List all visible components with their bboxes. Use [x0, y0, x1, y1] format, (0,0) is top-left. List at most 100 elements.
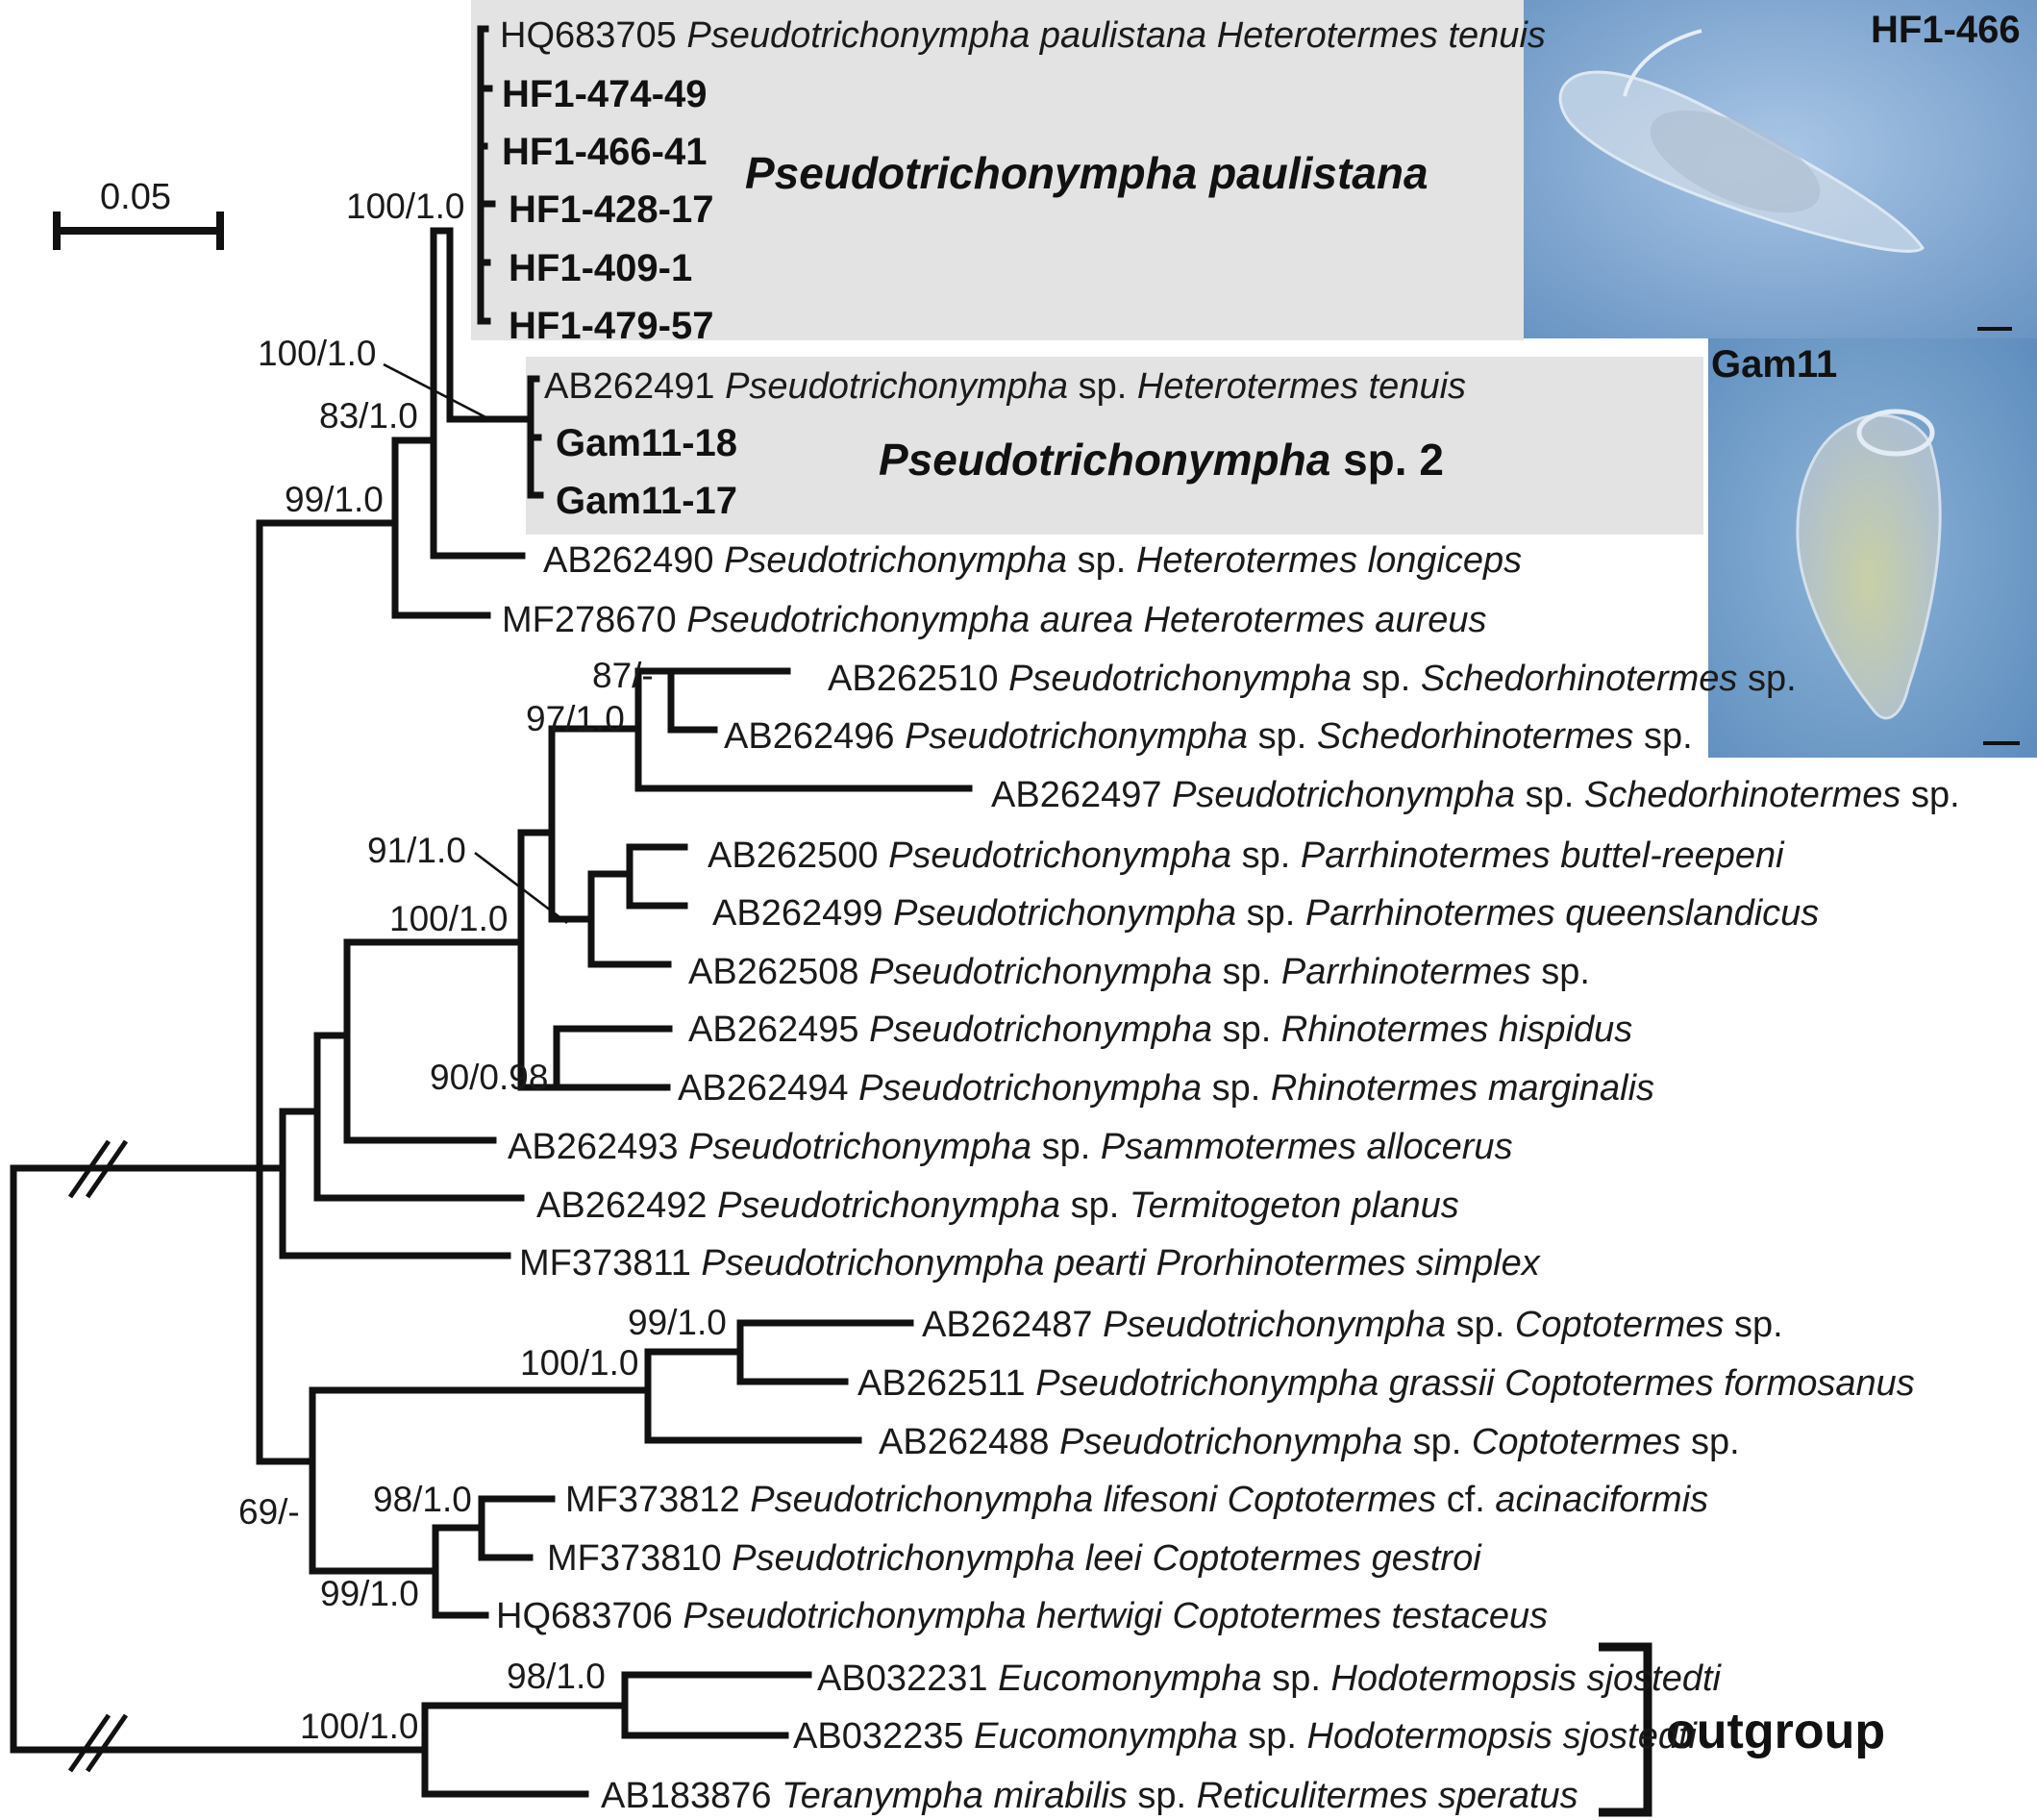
rostrum-gam: [1856, 409, 1935, 457]
clade-sp2-genus: Pseudotrichonympha: [879, 435, 1330, 485]
host-name: Schedorhinotermes: [1317, 716, 1634, 757]
taxon-label: MF373811 Pseudotrichonympha pearti Prorh…: [519, 1243, 1542, 1284]
accession: AB262491: [544, 366, 725, 407]
taxon-qualifier: [1142, 1538, 1153, 1579]
taxon-qualifier: sp.: [1068, 366, 1137, 407]
taxon-name: Pseudotrichonympha: [1059, 1422, 1403, 1462]
taxon-label: MF278670 Pseudotrichonympha aurea Hetero…: [502, 600, 1486, 640]
taxon-label: AB032231 Eucomonympha sp. Hodotermopsis …: [817, 1658, 1723, 1699]
taxon-label: HF1-474-49: [502, 73, 707, 115]
clade-label-paulistana: Pseudotrichonympha paulistana: [745, 148, 1428, 198]
accession: AB262499: [712, 893, 893, 934]
support-value: 100/1.0: [389, 899, 508, 938]
host-name: Coptotermes: [1472, 1422, 1681, 1462]
host-name: Schedorhinotermes: [1584, 775, 1901, 815]
support-value: 87/-: [592, 656, 654, 695]
taxon-label: AB262511 Pseudotrichonympha grassii Copt…: [857, 1363, 1915, 1404]
taxon-qualifier: sp.: [1128, 1776, 1197, 1816]
taxon-label: AB262490 Pseudotrichonympha sp. Heterote…: [543, 540, 1522, 581]
accession: AB032231: [817, 1658, 998, 1699]
host-name: Hodotermopsis sjostedti: [1306, 1716, 1698, 1757]
taxon-name: Pseudotrichonympha: [893, 893, 1236, 934]
host-name: Psammotermes allocerus: [1101, 1127, 1513, 1167]
host-qualifier: sp.: [1633, 716, 1692, 757]
host-name: Heterotermes tenuis: [1137, 366, 1466, 407]
support-value: 100/1.0: [346, 187, 464, 226]
accession: AB262488: [879, 1422, 1059, 1462]
taxon-label: AB262497 Pseudotrichonympha sp. Schedorh…: [991, 775, 1960, 815]
taxon-label: AB262492 Pseudotrichonympha sp. Termitog…: [536, 1185, 1459, 1226]
taxon-qualifier: sp.: [1446, 1305, 1515, 1345]
taxon-name: Pseudotrichonympha: [688, 1127, 1031, 1167]
flagellum-hf: [1623, 29, 1702, 97]
taxon-label: HQ683705 Pseudotrichonympha paulistana H…: [500, 15, 1546, 56]
taxon-label: AB262495 Pseudotrichonympha sp. Rhinoter…: [688, 1010, 1632, 1050]
taxon-label: HF1-466-41: [502, 131, 707, 173]
taxon-label: AB032235 Eucomonympha sp. Hodotermopsis …: [793, 1716, 1699, 1757]
support-value: 99/1.0: [320, 1574, 419, 1613]
taxon-qualifier: [1162, 1596, 1173, 1636]
host-name: Coptotermes formosanus: [1504, 1363, 1915, 1404]
taxon-qualifier: sp.: [1031, 1127, 1101, 1167]
scale-bar-label: 0.05: [100, 177, 171, 217]
taxon-name: Eucomonympha: [974, 1716, 1238, 1757]
photo-label-gam11: Gam11: [1711, 343, 1837, 386]
support-values: 100/1.0 100/1.0 83/1.0 99/1.0 87/- 97/1.0 91/1…: [238, 187, 727, 1746]
clade-box-sp2: [526, 357, 1703, 535]
taxon-name: Pseudotrichonympha: [1172, 775, 1515, 815]
host-name: Parrhinotermes queenslandicus: [1305, 893, 1819, 934]
accession: AB183876: [601, 1776, 782, 1816]
accession: AB262508: [688, 952, 869, 992]
tree-branches: [10, 25, 973, 1798]
host-name: Coptotermes: [1515, 1305, 1725, 1345]
host-name: Parrhinotermes: [1281, 952, 1531, 992]
host-name-2: acinaciformis: [1495, 1480, 1708, 1520]
accession: AB262487: [922, 1305, 1103, 1345]
taxon-label: AB262493 Pseudotrichonympha sp. Psammote…: [508, 1127, 1513, 1167]
taxon-name: Pseudotrichonympha: [905, 716, 1248, 757]
host-name: Prorhinotermes simplex: [1156, 1243, 1542, 1284]
photo-gam11: [1708, 338, 2037, 758]
taxon-qualifier: sp.: [1248, 716, 1317, 757]
taxon-label: HQ683706 Pseudotrichonympha hertwigi Cop…: [496, 1596, 1548, 1636]
taxon-label: HF1-428-17: [509, 188, 713, 231]
outgroup-label: outgroup: [1666, 1704, 1885, 1759]
host-name: Coptotermes: [1228, 1480, 1437, 1520]
taxon-label: AB262488 Pseudotrichonympha sp. Coptoter…: [879, 1422, 1740, 1462]
accession: AB262493: [508, 1127, 688, 1167]
taxon-label: HF1-409-1: [509, 247, 692, 289]
photo-hf1-466: [1524, 0, 2037, 338]
taxon-label: AB262491 Pseudotrichonympha sp. Heterote…: [544, 366, 1466, 407]
host-name: Rhinotermes hispidus: [1281, 1010, 1632, 1050]
taxon-label: MF373812 Pseudotrichonympha lifesoni Cop…: [565, 1480, 1708, 1520]
taxon-label: AB262510 Pseudotrichonympha sp. Schedorh…: [828, 659, 1797, 699]
taxon-name: Pseudotrichonympha leei: [732, 1538, 1143, 1579]
taxon-name: Pseudotrichonympha lifesoni: [750, 1480, 1218, 1520]
taxon-name: Pseudotrichonympha: [724, 540, 1067, 581]
taxon-label: HF1-479-57: [509, 305, 713, 347]
taxon-label: AB262496 Pseudotrichonympha sp. Schedorh…: [724, 716, 1693, 757]
taxon-name: Pseudotrichonympha: [858, 1068, 1202, 1109]
clade-box-paulistana: [471, 0, 1524, 340]
clade-sp2-suffix: sp. 2: [1330, 435, 1444, 485]
host-qualifier: sp.: [1737, 659, 1796, 699]
taxon-name: Pseudotrichonympha: [717, 1185, 1060, 1226]
host-name: Reticulitermes speratus: [1197, 1776, 1578, 1816]
support-value: 98/1.0: [507, 1657, 606, 1696]
taxon-name: Pseudotrichonympha: [869, 1010, 1212, 1050]
taxon-qualifier: sp.: [1060, 1185, 1130, 1226]
taxon-name: Pseudotrichonympha aurea: [686, 600, 1133, 640]
taxon-name: Pseudotrichonympha paulistana: [686, 15, 1206, 56]
taxon-qualifier: sp.: [1202, 1068, 1271, 1109]
support-value: 100/1.0: [520, 1343, 638, 1383]
branch-break-marks: [67, 1139, 129, 1773]
host-qualifier: sp.: [1531, 952, 1590, 992]
support-value: 91/1.0: [367, 831, 466, 870]
taxon-qualifier: [1206, 15, 1217, 56]
support-leader-sp2: [383, 362, 490, 421]
taxon-qualifier: sp.: [1212, 952, 1281, 992]
taxon-qualifier: sp.: [1236, 893, 1305, 934]
support-value: 98/1.0: [373, 1480, 472, 1519]
support-value: 97/1.0: [526, 699, 625, 738]
